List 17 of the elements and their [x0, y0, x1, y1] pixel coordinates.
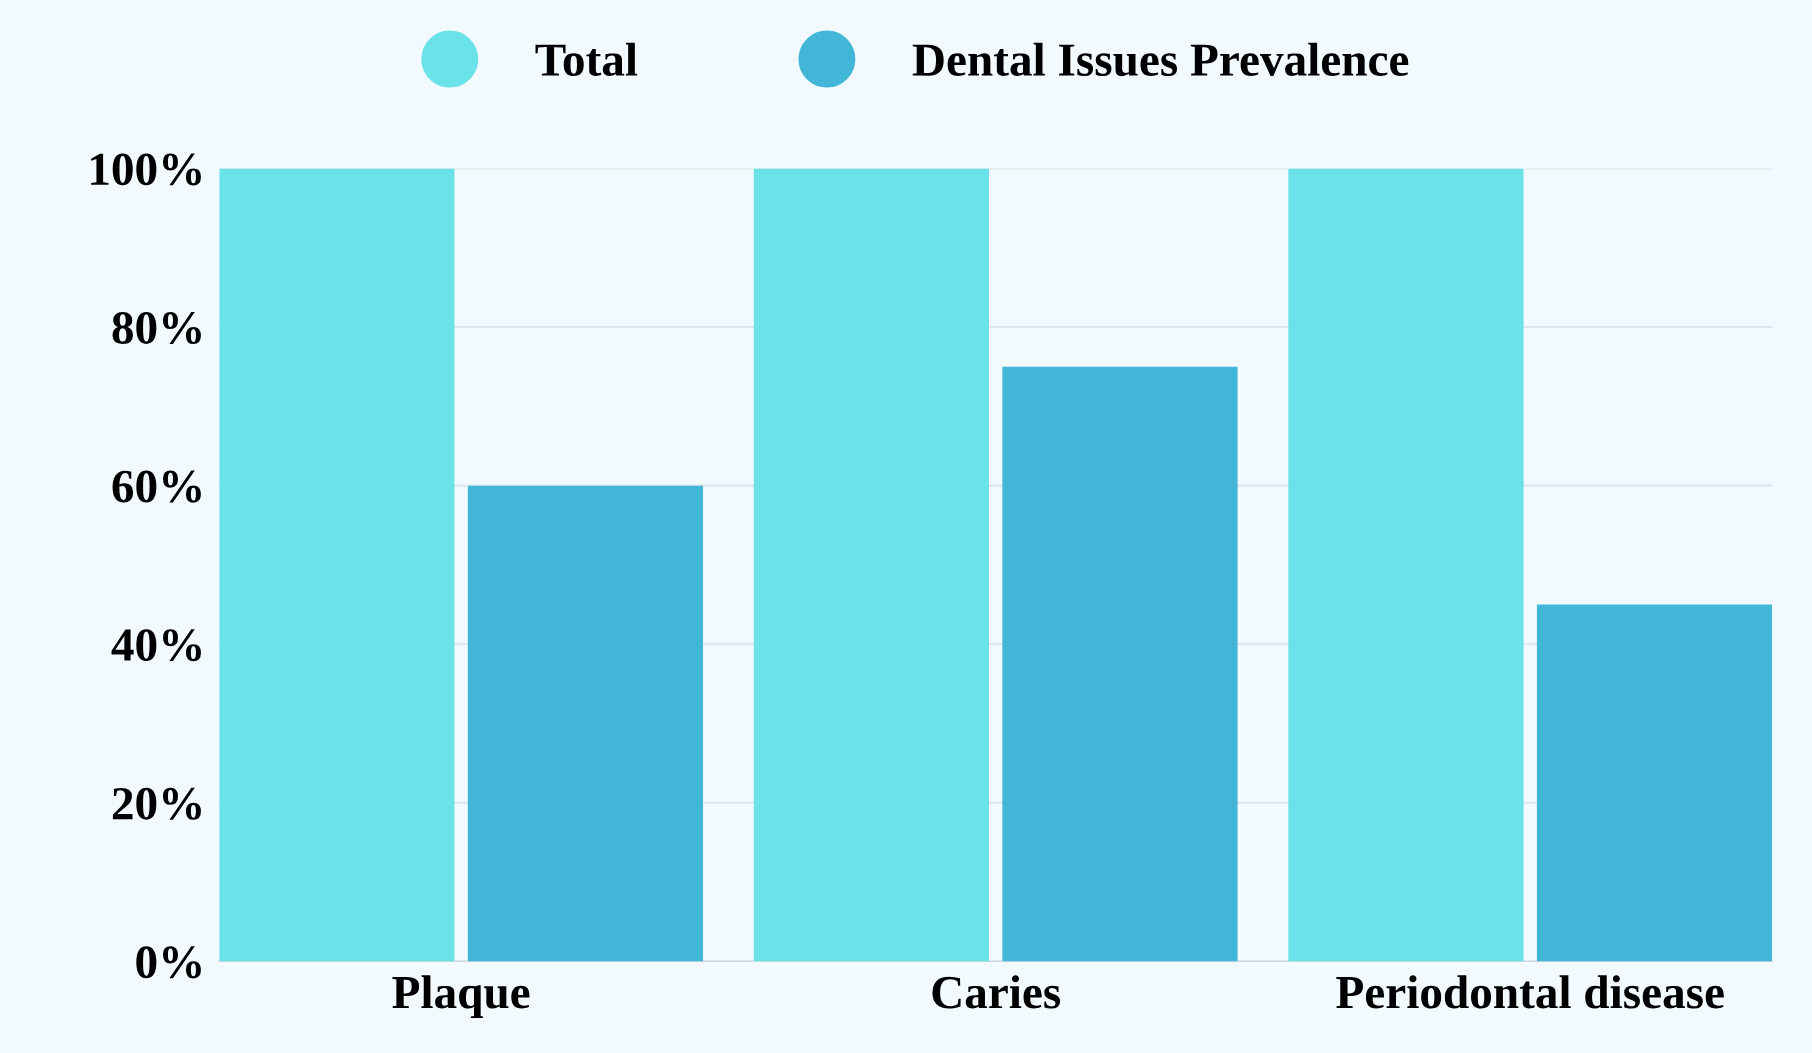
bar: [1288, 168, 1524, 962]
legend-label: Dental Issues Prevalence: [912, 42, 1409, 77]
y-tick-label: 20%: [112, 787, 201, 820]
x-tick-label: Periodontal disease: [1336, 975, 1724, 1009]
y-tick-label: 100%: [91, 153, 201, 186]
y-tick-label: 80%: [112, 312, 201, 345]
y-tick-label: 60%: [112, 470, 201, 503]
x-tick-label: Caries: [932, 975, 1061, 1009]
legend-label: Total: [535, 42, 638, 77]
bar: [219, 168, 455, 962]
bar: [753, 168, 990, 962]
y-tick-label: 40%: [111, 629, 201, 662]
x-tick-label: Plaque: [392, 975, 530, 1019]
bar: [1002, 366, 1238, 962]
bar: [1536, 604, 1773, 962]
y-tick-label: 0%: [136, 946, 201, 979]
bar: [467, 485, 704, 962]
